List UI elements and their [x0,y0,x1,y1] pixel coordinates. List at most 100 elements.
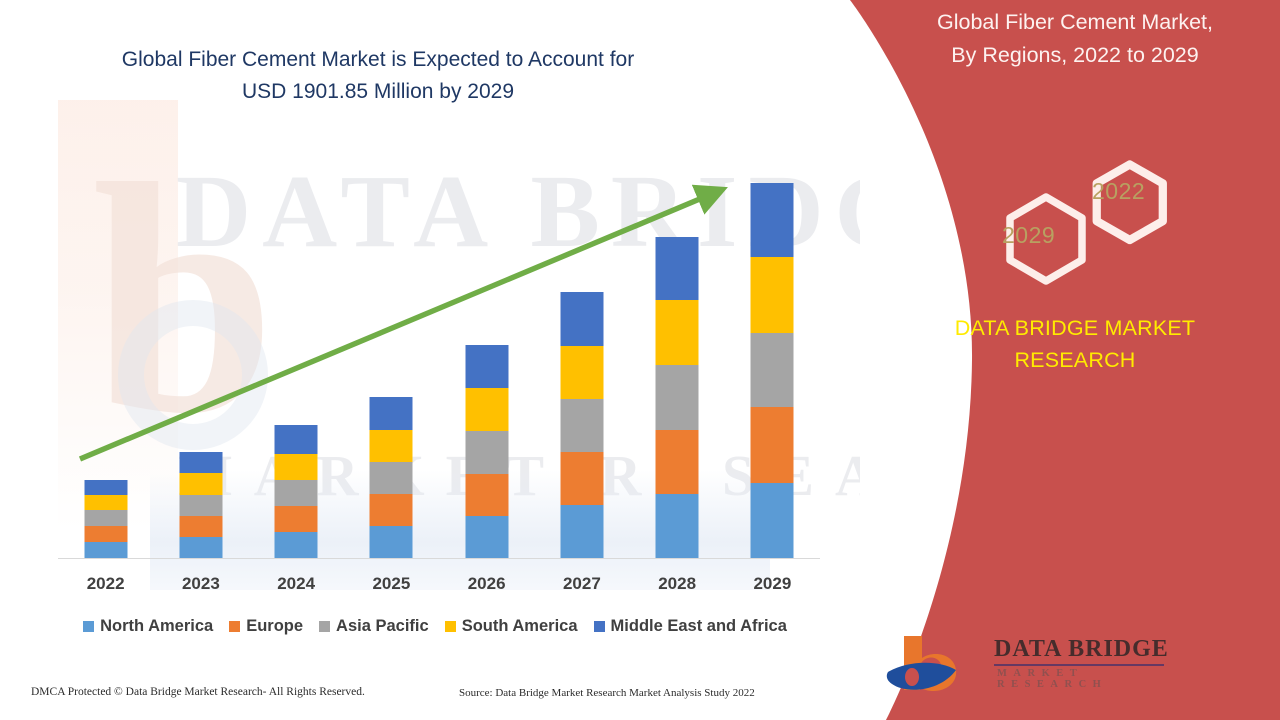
bar-group [58,120,153,558]
bar-segment[interactable] [84,526,128,542]
legend-item[interactable]: South America [444,617,578,636]
bar-group [249,120,344,558]
x-axis-tick-label: 2028 [658,574,697,593]
legend-swatch-icon [229,621,241,632]
hexagon-label-2022: 2022 [1092,178,1146,204]
stacked-bar[interactable] [179,452,223,558]
brand-line-1: DATA BRIDGE MARKET [954,316,1196,340]
x-axis-line [58,558,820,559]
bar-segment[interactable] [274,506,318,532]
bar-segment[interactable] [560,452,604,505]
bar-segment[interactable] [465,474,509,516]
legend-item[interactable]: Middle East and Africa [593,617,787,636]
hexagon-outlines [1006,160,1167,285]
legend-label: Asia Pacific [336,617,429,635]
growth-arrow-icon [78,184,728,462]
bar-group [439,120,534,558]
bar-segment[interactable] [750,183,794,257]
bar-segment[interactable] [274,425,318,454]
footer-source: Source: Data Bridge Market Research Mark… [459,687,755,699]
bar-segment[interactable] [179,495,223,516]
stacked-bar[interactable] [369,397,413,558]
x-axis-tick-label: 2023 [181,574,220,593]
stacked-bar[interactable] [274,425,318,558]
bar-segment[interactable] [750,333,794,407]
x-axis-tick-label: 2026 [467,574,506,593]
stacked-bar[interactable] [84,480,128,558]
bar-segment[interactable] [274,532,318,558]
stacked-bar[interactable] [560,292,604,558]
bar-segment[interactable] [655,365,699,430]
bar-segment[interactable] [750,407,794,483]
bar-segment[interactable] [655,237,699,300]
legend-swatch-icon [83,621,95,632]
bar-segment[interactable] [84,480,128,495]
bar-segment[interactable] [369,397,413,430]
chart-legend: North America Europe Asia Pacific South Ame… [40,617,830,636]
footer-copyright: DMCA Protected © Data Bridge Market Rese… [31,686,365,698]
x-axis-tick-label: 2022 [86,574,125,593]
x-axis-tick-label: 2029 [753,574,792,593]
bar-group [534,120,629,558]
bar-segment[interactable] [560,292,604,346]
bar-segment[interactable] [369,526,413,558]
x-axis-tick-label: 2025 [372,574,411,593]
bar-segment[interactable] [84,542,128,558]
legend-item[interactable]: North America [83,617,213,636]
bar-chart-plot [58,120,820,558]
bar-segment[interactable] [655,300,699,365]
brand-line-2: RESEARCH [1014,348,1136,372]
bar-segment[interactable] [179,537,223,558]
bar-segment[interactable] [750,483,794,558]
bar-segment[interactable] [655,430,699,494]
bar-segment[interactable] [655,494,699,558]
hexagon-2029-outline [1006,193,1086,285]
logo-text-bottom: MARKET RESEARCH [997,668,1108,690]
legend-swatch-icon [593,621,605,632]
side-panel-title-line-2: By Regions, 2022 to 2029 [951,43,1199,67]
bar-segment[interactable] [84,510,128,526]
hexagon-group: 2029 2022 [980,140,1200,290]
company-logo: DATA BRIDGE MARKET RESEARCH [882,632,1172,702]
chart-title: Global Fiber Cement Market is Expected t… [40,44,716,108]
stacked-bar[interactable] [750,183,794,558]
logo-mark-icon [886,636,957,692]
bar-group [153,120,248,558]
stacked-bar[interactable] [465,345,509,558]
logo-inner-cut [905,668,919,686]
bar-group [630,120,725,558]
stacked-bar[interactable] [655,237,699,558]
brand-name: DATA BRIDGE MARKET RESEARCH [915,312,1235,376]
bar-segment[interactable] [465,431,509,474]
chart-title-line-2: USD 1901.85 Million by 2029 [242,80,514,103]
logo-divider [994,664,1164,666]
legend-label: Middle East and Africa [610,617,787,635]
bar-segment[interactable] [465,388,509,431]
x-axis-tick-label: 2027 [562,574,601,593]
bar-segment[interactable] [560,505,604,558]
bar-segment[interactable] [179,452,223,473]
legend-swatch-icon [319,621,331,632]
bar-segment[interactable] [560,399,604,452]
bar-segment[interactable] [274,480,318,506]
bar-segment[interactable] [369,430,413,462]
logo-text-top: DATA BRIDGE [994,636,1169,662]
bar-segment[interactable] [465,516,509,558]
bar-group [344,120,439,558]
side-panel-content: Global Fiber Cement Market, By Regions, … [820,0,1280,720]
bar-segment[interactable] [179,516,223,537]
legend-item[interactable]: Asia Pacific [319,617,429,636]
watermark-top-text: DATA BRIDGE [176,154,860,269]
legend-label: South America [461,617,578,635]
bar-segment[interactable] [84,495,128,510]
bar-segment[interactable] [369,462,413,494]
bar-segment[interactable] [369,494,413,526]
bar-segment[interactable] [560,346,604,399]
bar-segment[interactable] [179,473,223,495]
bar-segment[interactable] [274,454,318,480]
bar-group [725,120,820,558]
bar-segment[interactable] [750,257,794,333]
bar-segment[interactable] [465,345,509,388]
legend-item[interactable]: Europe [229,617,303,636]
